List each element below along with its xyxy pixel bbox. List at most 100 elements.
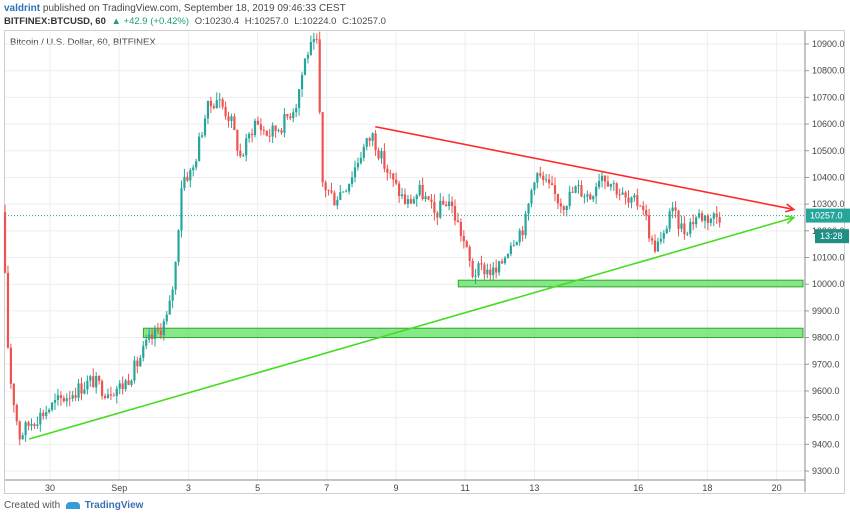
candle-body [550, 183, 554, 186]
candle-body [71, 395, 74, 399]
candle-body [177, 230, 180, 263]
candle-body [495, 267, 498, 273]
candle-body [100, 381, 104, 396]
candle-body [39, 412, 42, 425]
candle-body [371, 133, 374, 141]
tradingview-brand[interactable]: TradingView [84, 500, 144, 511]
x-tick-label: 7 [324, 483, 329, 493]
candle-body [659, 238, 662, 242]
candle-body [518, 230, 521, 243]
candle-body [139, 357, 142, 367]
candle-body [77, 383, 80, 398]
y-tick-label: 10800.0 [812, 66, 845, 76]
candle-body [239, 150, 242, 157]
candle-body [395, 179, 398, 184]
y-tick-label: 9600.0 [812, 386, 840, 396]
y-tick-label: 9300.0 [812, 466, 840, 476]
candle-body [145, 339, 148, 346]
chart-title: Bitcoin / U.S. Dollar, 60, BITFINEX [10, 37, 156, 48]
candle-body [686, 233, 689, 235]
candle-body [189, 170, 192, 181]
candle-body [68, 398, 71, 400]
candle-body [377, 150, 380, 159]
candle-body [236, 130, 239, 151]
candle-body [103, 395, 107, 399]
candle-body [24, 422, 27, 436]
candle-body [268, 135, 271, 137]
candle-body [306, 54, 310, 59]
candle-body [553, 185, 557, 194]
candle-body [427, 196, 430, 200]
candle-body [468, 246, 471, 261]
candle-body [706, 215, 710, 223]
x-tick-label: 18 [702, 483, 712, 493]
candle-body [153, 329, 157, 339]
candle-body [280, 130, 283, 133]
candle-body [118, 383, 121, 389]
candle-body [689, 222, 692, 234]
candle-body [506, 254, 510, 258]
candle-body [456, 220, 460, 222]
candle-body [509, 245, 512, 255]
resistance-trend-line [375, 125, 795, 211]
x-tick-label: 16 [633, 483, 643, 493]
x-tick-label: 13 [529, 483, 539, 493]
y-tick-label: 9400.0 [812, 439, 840, 449]
candle-body [612, 183, 615, 185]
candle-body [321, 112, 324, 183]
candle-body [453, 206, 457, 221]
candle-body [477, 263, 480, 276]
candle-body [439, 200, 442, 218]
candle-body [595, 186, 598, 197]
candle-body [283, 114, 286, 133]
candle-body [424, 196, 427, 200]
candle-body [645, 210, 648, 216]
header: valdrint published on TradingView.com, S… [0, 0, 850, 30]
y-tick-label: 10000.0 [812, 279, 845, 289]
candle-body [498, 261, 501, 273]
candle-body [571, 191, 574, 193]
candle-body [198, 136, 201, 162]
support-zones [142, 279, 804, 339]
candle-body [621, 192, 624, 195]
countdown-tag [815, 229, 849, 244]
candle-body [374, 133, 377, 151]
candle-body [353, 167, 357, 178]
candle-body [483, 264, 486, 275]
candle-body [674, 207, 677, 211]
candle-body [592, 196, 595, 200]
candle-body [136, 360, 139, 367]
candle-body [200, 135, 204, 137]
candle-body [42, 412, 45, 417]
candle-body [500, 261, 504, 264]
candle-body [400, 194, 404, 197]
candle-body [309, 42, 312, 55]
ohlc-line: BITFINEX:BTCUSD, 60 ▲ +42.9 (+0.42%) O:1… [4, 16, 389, 27]
candle-body [548, 179, 551, 184]
y-tick-label: 9700.0 [812, 359, 840, 369]
candle-body [150, 334, 154, 339]
candle-body [515, 242, 518, 246]
candle-body [48, 409, 51, 413]
candle-body [536, 173, 539, 183]
author-name[interactable]: valdrint [4, 3, 41, 14]
candle-body [350, 177, 354, 184]
candle-body [174, 262, 177, 290]
candle-body [65, 398, 68, 402]
candle-body [386, 168, 389, 173]
candle-body [130, 380, 133, 385]
candle-body [300, 74, 304, 90]
x-tick-label: 9 [393, 483, 398, 493]
price-axis[interactable]: 10900.0 10800.0 10700.0 10600.0 10500.0 10400… [804, 31, 845, 492]
candle-body [412, 199, 415, 204]
candle-body [647, 215, 651, 239]
candle-body [398, 183, 401, 197]
candle-body [159, 330, 162, 336]
time-axis[interactable]: 30 Sep 3 5 7 9 11 13 16 18 20 [5, 479, 805, 493]
x-tick-label: 3 [186, 483, 191, 493]
y-tick-label: 10900.0 [812, 39, 845, 49]
candle-body [45, 412, 48, 417]
y-tick-label: 10100.0 [812, 253, 845, 263]
candle-body [259, 124, 262, 130]
